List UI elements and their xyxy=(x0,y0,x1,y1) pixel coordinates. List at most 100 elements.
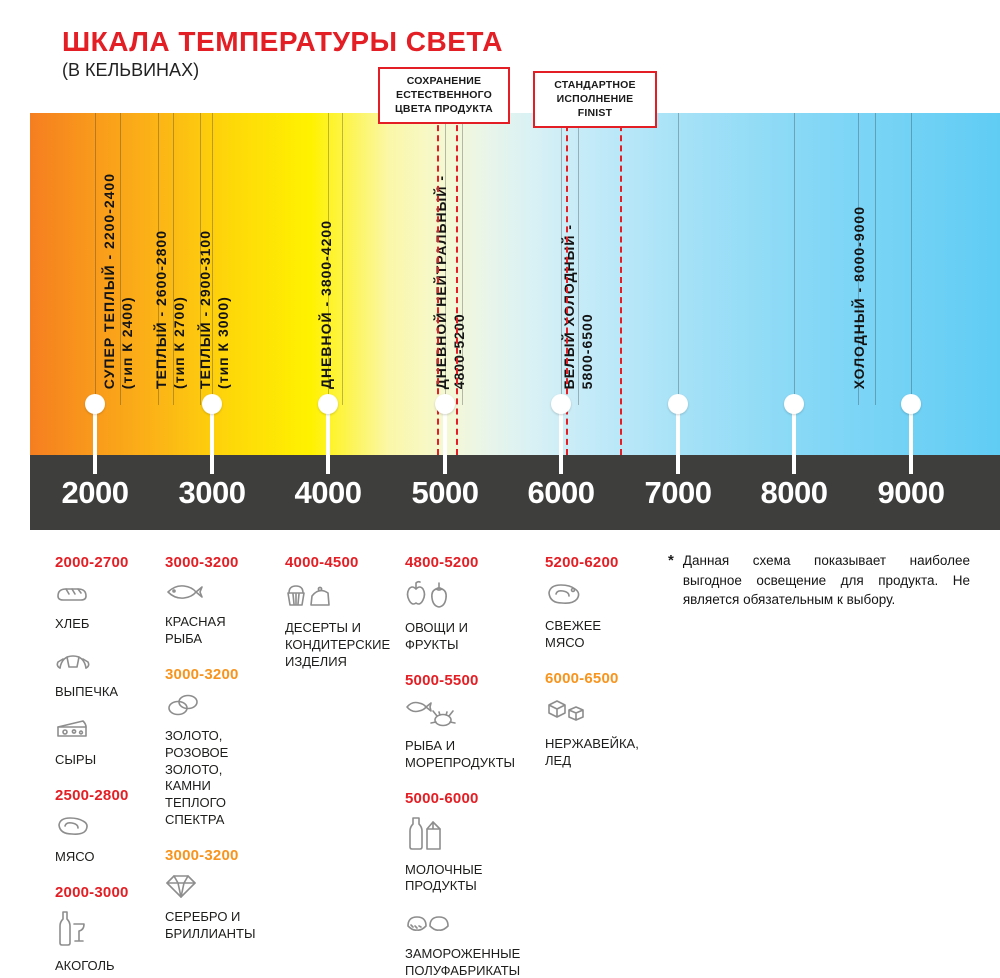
category-item-label: РЫБА И МОРЕПРОДУКТЫ xyxy=(405,737,516,770)
category-column-jewelry: 3000-3200 КРАСНАЯ РЫБА 3000-3200 ЗОЛОТО,… xyxy=(165,554,265,958)
zone-label-text: ТЕПЛЫЙ - 2600-2800 xyxy=(153,230,169,389)
zone-label-text: ДНЕВНОЙ - 3800-4200 xyxy=(318,220,334,389)
category-column-bakery: 2000-2700 ХЛЕБ ВЫПЕЧКА СЫРЫ 250 xyxy=(55,554,150,978)
dairy-icon xyxy=(405,816,517,857)
category-item-label: СЫРЫ xyxy=(55,751,97,767)
category-item-label: ДЕСЕРТЫ И КОНДИТЕРСКИЕ ИЗДЕЛИЯ xyxy=(285,620,391,669)
zone-label-subtext: 5800-6500 xyxy=(579,313,596,389)
category-item: НЕРЖАВЕЙКА, ЛЕД xyxy=(545,696,639,770)
grid-line xyxy=(212,113,213,405)
category-item: ХЛЕБ xyxy=(55,580,150,633)
range-label: 2500-2800 xyxy=(55,786,129,804)
category-group: 3000-3200 СЕРЕБРО И БРИЛЛИАНТЫ xyxy=(165,847,265,943)
zone-label-super-warm: СУПЕР ТЕПЛЫЙ - 2200-2400 (тип К 2400) xyxy=(100,173,136,389)
category-group: 3000-3200 ЗОЛОТО, РОЗОВОЕ ЗОЛОТО, КАМНИ … xyxy=(165,666,265,829)
zone-label-text: СУПЕР ТЕПЛЫЙ - 2200-2400 xyxy=(101,172,117,389)
grid-line xyxy=(561,113,562,405)
grid-line xyxy=(200,113,201,405)
category-item: МОЛОЧНЫЕ ПРОДУКТЫ xyxy=(405,816,517,896)
zone-label-subtext: (тип К 2700) xyxy=(171,296,188,389)
category-item-label: МОЛОЧНЫЕ ПРОДУКТЫ xyxy=(405,861,483,894)
category-item: МЯСО xyxy=(55,813,150,866)
range-label: 6000-6500 xyxy=(545,669,619,687)
range-label: 3000-3200 xyxy=(165,554,239,571)
category-item-label: КРАСНАЯ РЫБА xyxy=(165,614,226,646)
alcohol-icon xyxy=(55,910,150,953)
zone-label-cold: ХОЛОДНЫЙ - 8000-9000 xyxy=(850,206,868,389)
grid-line xyxy=(120,113,121,405)
guide-line-natural-left xyxy=(437,115,439,455)
category-group: 4800-5200 ОВОЩИ И ФРУКТЫ xyxy=(405,554,517,654)
footnote-asterisk: * xyxy=(668,552,674,569)
grid-line xyxy=(578,113,579,405)
category-item-label: НЕРЖАВЕЙКА, ЛЕД xyxy=(545,735,639,768)
category-group: 4000-4500 ДЕСЕРТЫ И КОНДИТЕРСКИЕ ИЗДЕЛИЯ xyxy=(285,554,391,671)
range-label: 4800-5200 xyxy=(405,554,479,571)
grid-line xyxy=(328,113,329,405)
category-group: 2500-2800 МЯСО xyxy=(55,787,150,866)
bread-icon xyxy=(55,580,150,611)
range-label: 3000-3200 xyxy=(165,847,239,865)
category-group: 5000-6000 МОЛОЧНЫЕ ПРОДУКТЫ ЗАМОРОЖЕННЫЕ… xyxy=(405,790,521,978)
category-group: 2000-3000 АКОГОЛЬ xyxy=(55,884,150,975)
zone-label-warm-3000: ТЕПЛЫЙ - 2900-3100 (тип К 3000) xyxy=(196,230,232,389)
category-item: ОВОЩИ И ФРУКТЫ xyxy=(405,580,517,654)
zone-label-daylight: ДНЕВНОЙ - 3800-4200 xyxy=(317,220,335,389)
callout-natural-color: СОХРАНЕНИЕ ЕСТЕСТВЕННОГО ЦВЕТА ПРОДУКТА xyxy=(378,67,510,124)
category-item: СВЕЖЕЕ МЯСО xyxy=(545,580,637,652)
diamond-icon xyxy=(165,873,265,904)
category-column-fresh-products: 4800-5200 ОВОЩИ И ФРУКТЫ 5000-5500 РЫБА … xyxy=(405,554,521,978)
meat-icon xyxy=(55,813,150,844)
scale-tick-6000: 6000 xyxy=(527,474,595,510)
category-group: 6000-6500 НЕРЖАВЕЙКА, ЛЕД xyxy=(545,669,639,770)
grid-line xyxy=(794,113,795,405)
grid-line xyxy=(158,113,159,405)
category-group: 2000-2700 ХЛЕБ ВЫПЕЧКА СЫРЫ xyxy=(55,554,150,769)
category-item: КРАСНАЯ РЫБА xyxy=(165,580,265,648)
callout-finist-standard: СТАНДАРТНОЕ ИСПОЛНЕНИЕ FINIST xyxy=(533,71,657,128)
frozen-icon xyxy=(405,910,517,941)
category-item-label: ЗАМОРОЖЕННЫЕ ПОЛУФАБРИКАТЫ xyxy=(405,946,521,978)
grid-line xyxy=(911,113,912,405)
footnote: * Данная схема показывает наиболее выгод… xyxy=(668,551,970,610)
category-item: ДЕСЕРТЫ И КОНДИТЕРСКИЕ ИЗДЕЛИЯ xyxy=(285,580,391,671)
range-label: 5000-5500 xyxy=(405,671,479,689)
guide-line-finist-left xyxy=(566,115,568,455)
category-item: ВЫПЕЧКА xyxy=(55,648,150,701)
category-group: 5200-6200 СВЕЖЕЕ МЯСО xyxy=(545,554,637,652)
scale-tick-3000: 3000 xyxy=(178,474,246,510)
category-item-label: МЯСО xyxy=(55,848,95,864)
zone-label-text: ДНЕВНОЙ НЕЙТРАЛЬНЫЙ - xyxy=(433,174,449,389)
grid-line xyxy=(445,113,446,405)
vegetables-icon xyxy=(405,580,517,615)
category-item-label: ХЛЕБ xyxy=(55,616,90,631)
zone-label-subtext: 4800-5200 xyxy=(451,313,468,389)
temperature-gradient-band: СУПЕР ТЕПЛЫЙ - 2200-2400 (тип К 2400) ТЕ… xyxy=(30,113,1000,455)
scale-tick-4000: 4000 xyxy=(294,474,362,510)
page-title: ШКАЛА ТЕМПЕРАТУРЫ СВЕТА xyxy=(62,26,503,57)
category-item: РЫБА И МОРЕПРОДУКТЫ xyxy=(405,698,517,772)
zone-label-subtext: (тип К 2400) xyxy=(119,296,136,389)
range-label: 3000-3200 xyxy=(165,665,239,683)
scale-tick-5000: 5000 xyxy=(411,474,479,510)
page-subtitle: (В КЕЛЬВИНАХ) xyxy=(62,60,200,80)
grid-line xyxy=(173,113,174,405)
range-label: 2000-2700 xyxy=(55,554,129,571)
guide-line-natural-right xyxy=(456,115,458,455)
croissant-icon xyxy=(55,648,150,679)
grid-line xyxy=(678,113,679,405)
category-item-label: ВЫПЕЧКА xyxy=(55,683,119,699)
fresh-meat-icon xyxy=(545,580,637,613)
rings-icon xyxy=(165,692,265,723)
fish-icon xyxy=(165,580,265,609)
scale-tick-2000: 2000 xyxy=(61,474,129,510)
category-item-label: АКОГОЛЬ xyxy=(55,957,115,973)
category-item: ЗОЛОТО, РОЗОВОЕ ЗОЛОТО, КАМНИ ТЕПЛОГО СП… xyxy=(165,692,265,829)
range-label: 4000-4500 xyxy=(285,554,359,571)
grid-line xyxy=(95,113,96,405)
dessert-icon xyxy=(285,580,383,615)
cheese-icon xyxy=(55,716,150,747)
zone-label-subtext: (тип К 3000) xyxy=(215,296,232,389)
category-item-label: СВЕЖЕЕ МЯСО xyxy=(545,618,602,650)
